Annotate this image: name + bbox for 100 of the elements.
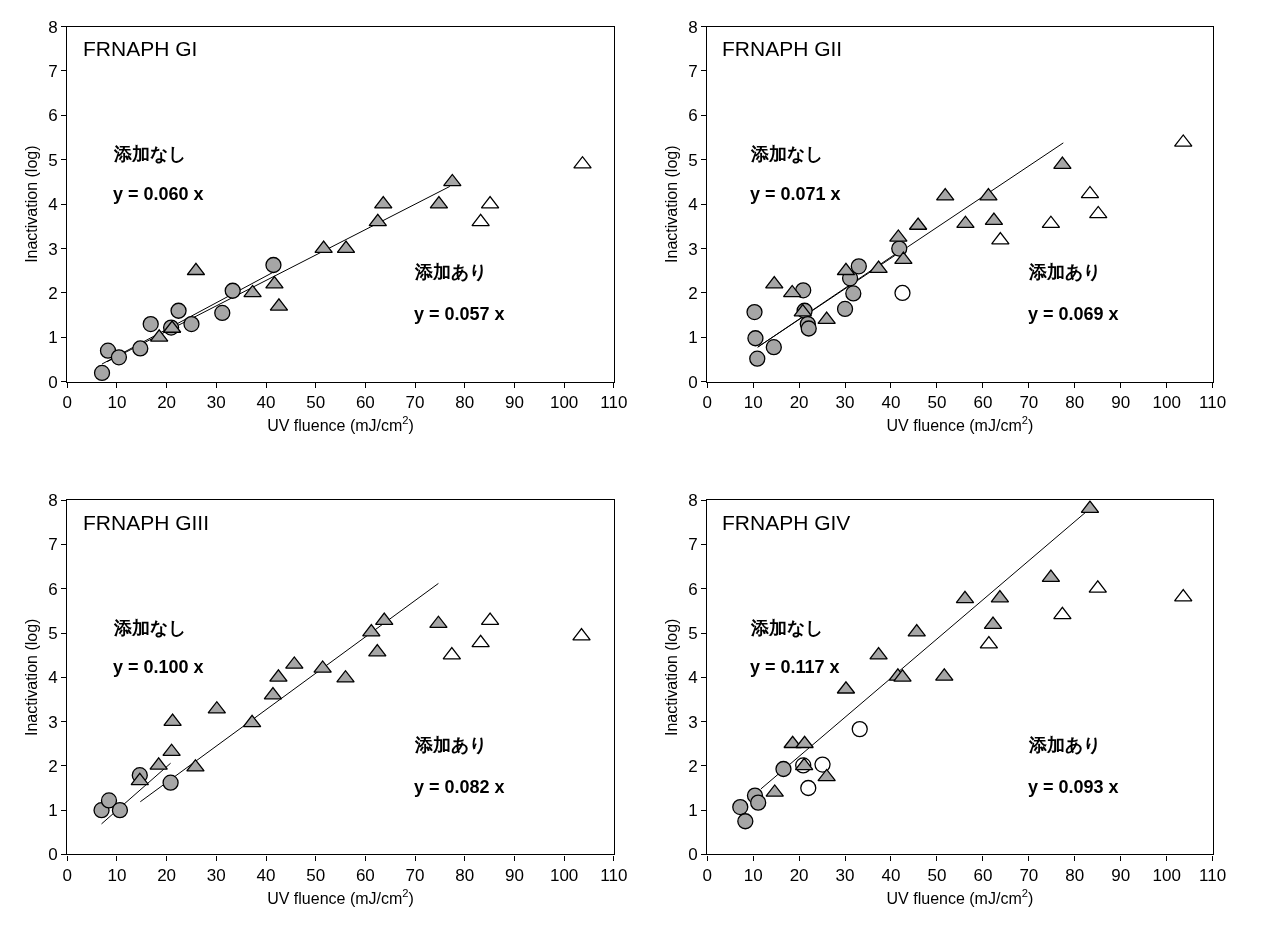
annotation: y = 0.057 x — [414, 304, 505, 324]
x-tick-label: 60 — [355, 393, 375, 413]
y-tick-label: 5 — [688, 150, 698, 170]
x-tick-label: 40 — [256, 866, 276, 885]
y-tick-label: 2 — [688, 283, 698, 303]
y-tick-label: 5 — [48, 150, 58, 170]
x-tick-label: 80 — [455, 393, 475, 413]
text: FRNAPH GIII — [83, 511, 210, 534]
x-tick-label: 110 — [1199, 866, 1227, 885]
x-tick-label: 50 — [927, 866, 947, 885]
annotation: y = 0.060 x — [113, 184, 204, 204]
x-tick-label: 50 — [306, 866, 326, 885]
x-tick-label: 90 — [1111, 393, 1131, 413]
y-tick-label: 3 — [688, 239, 698, 259]
x-tick-label: 30 — [206, 866, 226, 885]
text: FRNAPH GII — [722, 37, 843, 60]
x-tick-label: 20 — [157, 866, 177, 885]
y-tick-label: 6 — [688, 579, 698, 599]
y-tick-label: 2 — [688, 756, 698, 776]
x-tick-label: 70 — [405, 866, 425, 885]
y-tick-label: 2 — [48, 283, 58, 303]
annotation: y = 0.082 x — [414, 777, 505, 797]
x-tick-label: 40 — [256, 393, 276, 413]
x-tick-label: 10 — [743, 866, 763, 885]
y-tick-label: 0 — [688, 845, 698, 865]
x-tick-label: 20 — [157, 393, 177, 413]
x-tick-label: 0 — [62, 866, 72, 885]
x-tick-label: 10 — [107, 866, 127, 885]
y-tick-label: 3 — [688, 712, 698, 732]
x-tick-label: 50 — [306, 393, 326, 413]
y-tick-label: 7 — [48, 535, 58, 555]
annotation: y = 0.069 x — [1028, 304, 1119, 324]
x-tick-label: 110 — [600, 866, 628, 885]
x-tick-label: 80 — [1065, 393, 1085, 413]
x-tick-label: 100 — [1152, 393, 1181, 413]
y-tick-label: 1 — [48, 801, 58, 821]
x-axis-title: UV fluence (mJ/cm$^{2}$) — [267, 886, 414, 907]
text: FRNAPH GIV — [722, 511, 851, 534]
x-tick-label: 0 — [702, 393, 712, 413]
annotation: 添加あり — [414, 735, 487, 755]
annotation: 添加あり — [1028, 262, 1101, 282]
annotation: 添加あり — [414, 262, 487, 282]
x-axis-title: UV fluence (mJ/cm$^{2}$) — [886, 414, 1034, 435]
x-tick-label: 110 — [600, 393, 628, 413]
y-axis-title: Inactivation (log) — [23, 145, 41, 263]
x-tick-label: 30 — [206, 393, 226, 413]
x-tick-label: 80 — [455, 866, 475, 885]
y-tick-label: 4 — [48, 668, 58, 688]
annotation: 添加なし — [113, 618, 186, 638]
annotation: 添加なし — [750, 618, 823, 638]
annotation: 添加なし — [113, 144, 186, 164]
y-tick-label: 1 — [688, 801, 698, 821]
y-tick-label: 4 — [48, 195, 58, 215]
y-tick-label: 6 — [48, 106, 58, 126]
x-tick-label: 0 — [702, 866, 712, 885]
x-tick-label: 90 — [504, 393, 524, 413]
annotation: y = 0.071 x — [750, 184, 841, 204]
annotation: y = 0.100 x — [113, 657, 204, 677]
y-tick-label: 8 — [688, 491, 698, 511]
annotation: 添加あり — [1028, 735, 1101, 755]
annotation: 添加なし — [750, 144, 823, 164]
y-axis-title: Inactivation (log) — [23, 618, 41, 737]
y-tick-label: 7 — [688, 535, 698, 555]
x-tick-label: 60 — [973, 866, 993, 885]
y-axis-title: Inactivation (log) — [663, 145, 681, 263]
x-tick-label: 30 — [835, 866, 855, 885]
text: FRNAPH GI — [83, 37, 198, 60]
y-tick-label: 2 — [48, 756, 58, 776]
x-tick-label: 0 — [62, 393, 72, 413]
y-tick-label: 3 — [48, 712, 58, 732]
x-tick-label: 60 — [973, 393, 993, 413]
y-tick-label: 0 — [48, 372, 58, 392]
x-tick-label: 20 — [789, 866, 809, 885]
y-tick-label: 3 — [48, 239, 58, 259]
x-tick-label: 70 — [405, 393, 425, 413]
y-tick-label: 7 — [48, 61, 58, 81]
y-tick-label: 1 — [48, 328, 58, 348]
y-tick-label: 6 — [688, 106, 698, 126]
y-tick-label: 4 — [688, 195, 698, 215]
x-tick-label: 30 — [835, 393, 855, 413]
x-tick-label: 100 — [1152, 866, 1181, 885]
x-axis-title: UV fluence (mJ/cm$^{2}$) — [267, 414, 414, 435]
y-tick-label: 1 — [688, 328, 698, 348]
y-tick-label: 0 — [48, 845, 58, 865]
x-tick-label: 10 — [107, 393, 127, 413]
y-tick-label: 8 — [48, 17, 58, 37]
y-tick-label: 7 — [688, 61, 698, 81]
annotation: y = 0.093 x — [1028, 777, 1119, 797]
annotation: y = 0.117 x — [750, 657, 840, 677]
y-tick-label: 5 — [48, 623, 58, 643]
y-tick-label: 4 — [688, 668, 698, 688]
y-tick-label: 8 — [688, 17, 698, 37]
x-tick-label: 90 — [1111, 866, 1131, 885]
y-tick-label: 5 — [688, 623, 698, 643]
x-tick-label: 20 — [789, 393, 809, 413]
x-tick-label: 80 — [1065, 866, 1085, 885]
y-tick-label: 6 — [48, 579, 58, 599]
x-tick-label: 40 — [881, 866, 901, 885]
x-axis-title: UV fluence (mJ/cm$^{2}$) — [886, 886, 1034, 907]
y-axis-title: Inactivation (log) — [663, 618, 681, 737]
